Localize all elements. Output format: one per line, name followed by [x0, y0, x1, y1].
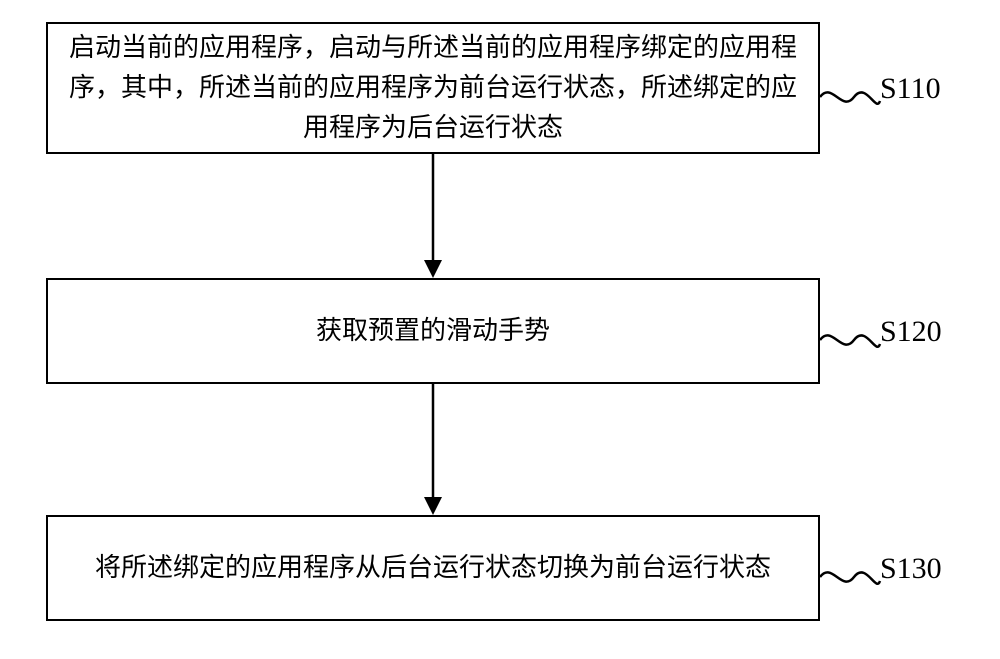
- flow-edge-2: [0, 0, 1000, 659]
- flowchart-canvas: 启动当前的应用程序，启动与所述当前的应用程序绑定的应用程序，其中，所述当前的应用…: [0, 0, 1000, 659]
